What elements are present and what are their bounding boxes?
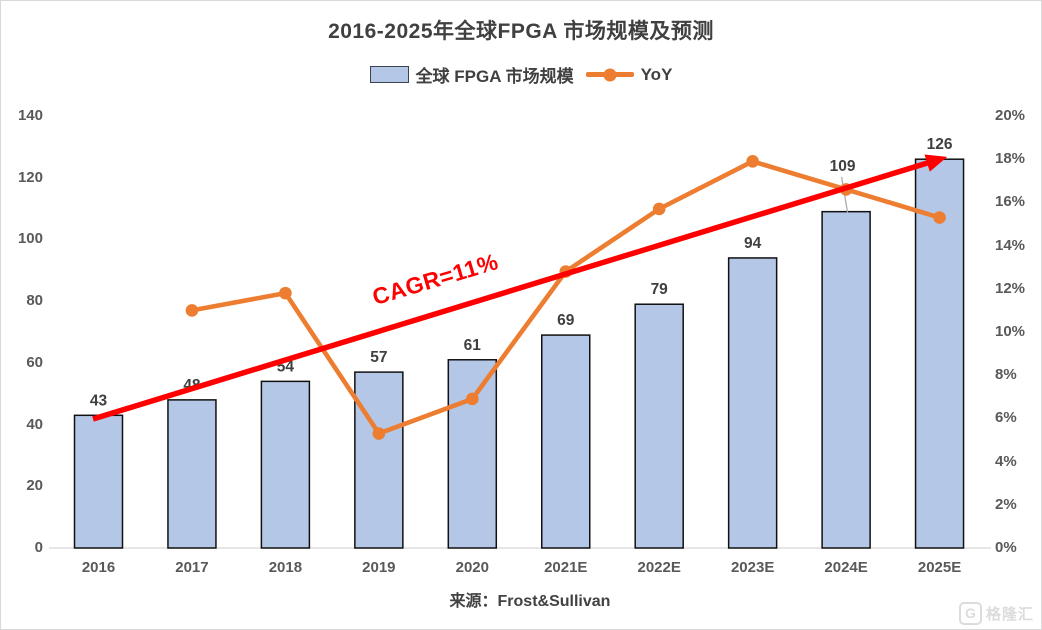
right-axis-tick: 16% (995, 193, 1026, 211)
x-axis-label: 2023E (730, 559, 775, 576)
bar (167, 399, 217, 549)
bar (914, 158, 965, 549)
x-axis-label: 2017 (175, 559, 209, 576)
chart-title: 2016-2025年全球FPGA 市场规模及预测 (328, 20, 714, 43)
gelonghui-watermark: G 格隆汇 (958, 602, 1034, 625)
yoy-legend-dot-icon (603, 68, 617, 81)
right-axis-tick: 2% (995, 495, 1017, 513)
bar-value-label: 61 (464, 337, 482, 354)
x-axis-label: 2016 (81, 559, 116, 576)
x-axis-label: 2019 (362, 559, 396, 576)
left-axis-tick: 0 (34, 539, 43, 556)
bar-value-label: 79 (651, 281, 669, 298)
bar (821, 210, 871, 549)
yoy-point (279, 286, 292, 300)
bar-value-label: 109 (830, 158, 856, 175)
bar-value-label: 69 (557, 312, 575, 329)
left-axis-tick: 80 (26, 292, 43, 310)
left-axis-tick: 100 (17, 230, 43, 248)
yoy-point (933, 211, 946, 224)
yoy-point (185, 304, 199, 317)
left-axis-tick: 40 (26, 415, 43, 433)
bar (541, 334, 591, 549)
left-axis-tick: 120 (17, 168, 43, 186)
yoy-point (372, 427, 386, 440)
right-axis-tick: 14% (995, 236, 1026, 254)
cagr-arrow (92, 154, 948, 422)
bar (634, 303, 684, 549)
bar-value-label: 43 (90, 392, 108, 409)
yoy-point (746, 155, 759, 168)
right-axis-tick: 10% (995, 323, 1026, 340)
left-axis-tick: 140 (17, 107, 43, 124)
right-axis-tick: 4% (995, 452, 1017, 470)
bar (447, 359, 498, 549)
bar-value-label: 57 (370, 349, 387, 366)
bar-value-label: 94 (744, 235, 762, 252)
bar-value-label: 126 (927, 136, 953, 153)
bar (727, 257, 778, 549)
x-axis-label: 2018 (268, 559, 303, 576)
right-axis-tick: 8% (995, 366, 1017, 384)
gelonghui-logo-icon: G (958, 602, 982, 625)
bar-legend-label: 全球 FPGA 市场规模 (415, 67, 574, 86)
right-axis-tick: 18% (995, 150, 1026, 168)
bar-legend-swatch-icon (369, 66, 409, 83)
right-axis-tick: 12% (995, 279, 1026, 297)
legend: 全球 FPGA 市场规模 YoY (1, 62, 1041, 87)
bar (354, 371, 404, 549)
x-axis-label: 2020 (455, 559, 489, 576)
right-axis-tick: 6% (995, 409, 1017, 427)
left-axis-tick: 20 (26, 477, 43, 495)
right-axis-tick: 0% (995, 539, 1017, 556)
x-axis-label: 2025E (917, 559, 962, 576)
watermark-text: 格隆汇 (985, 606, 1034, 623)
x-axis-label: 2022E (637, 559, 681, 576)
yoy-point (652, 202, 666, 216)
source-text: 来源：Frost&Sullivan (449, 593, 611, 610)
bar (73, 414, 124, 549)
yoy-legend-label: YoY (640, 64, 673, 84)
yoy-point (466, 392, 479, 406)
x-axis-label: 2024E (824, 559, 868, 576)
right-axis-tick: 20% (995, 107, 1026, 124)
yoy-legend-line-icon (585, 68, 634, 81)
bar (260, 380, 311, 549)
left-axis-tick: 60 (26, 353, 43, 371)
x-axis-label: 2021E (544, 559, 588, 576)
